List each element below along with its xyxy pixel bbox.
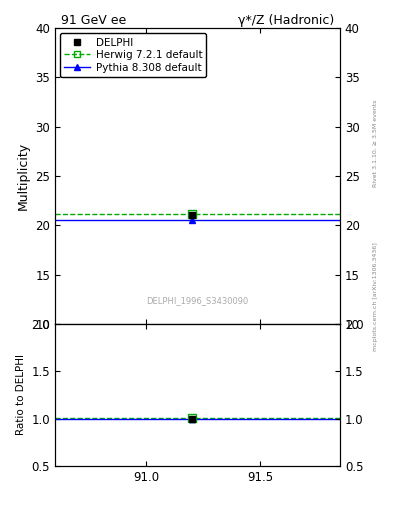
Y-axis label: Ratio to DELPHI: Ratio to DELPHI: [16, 354, 26, 435]
Text: Rivet 3.1.10, ≥ 3.5M events: Rivet 3.1.10, ≥ 3.5M events: [373, 100, 378, 187]
Text: 91 GeV ee: 91 GeV ee: [61, 14, 126, 27]
Y-axis label: Multiplicity: Multiplicity: [17, 142, 30, 210]
Text: γ*/Z (Hadronic): γ*/Z (Hadronic): [238, 14, 334, 27]
Text: DELPHI_1996_S3430090: DELPHI_1996_S3430090: [146, 296, 249, 305]
Legend: DELPHI, Herwig 7.2.1 default, Pythia 8.308 default: DELPHI, Herwig 7.2.1 default, Pythia 8.3…: [60, 33, 206, 77]
Text: mcplots.cern.ch [arXiv:1306.3436]: mcplots.cern.ch [arXiv:1306.3436]: [373, 243, 378, 351]
